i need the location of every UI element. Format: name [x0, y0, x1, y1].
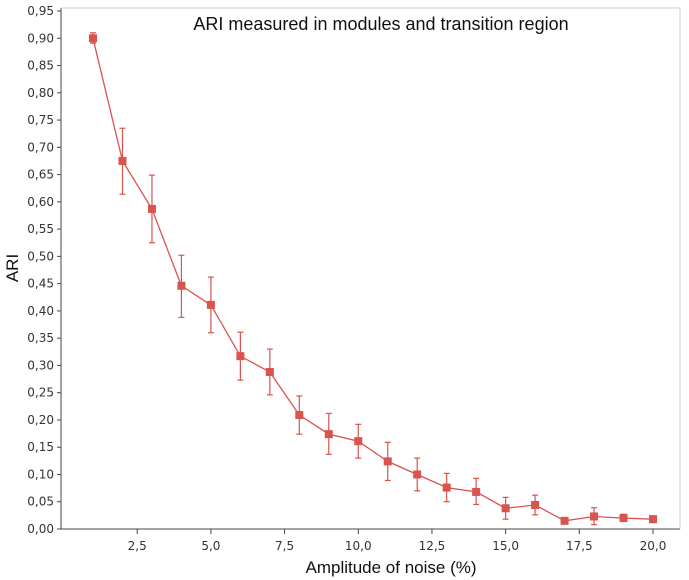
y-tick-label: 0,00 — [27, 522, 54, 536]
x-axis-title: Amplitude of noise (%) — [305, 558, 476, 577]
y-tick-label: 0,60 — [27, 195, 54, 209]
chart-title: ARI measured in modules and transition r… — [193, 14, 568, 34]
y-tick-label: 0,20 — [27, 413, 54, 427]
data-point — [590, 512, 599, 521]
x-tick-label: 5,0 — [201, 539, 220, 553]
y-tick-label: 0,05 — [27, 495, 54, 509]
y-tick-label: 0,45 — [27, 277, 54, 291]
x-ticks: 2,5 5,0 7,5 10,0 12,5 15,0 17,5 20,0 — [128, 529, 667, 553]
data-point — [442, 483, 451, 492]
data-point — [383, 457, 392, 466]
data-point — [236, 352, 245, 361]
data-point — [265, 367, 274, 376]
y-tick-label: 0,75 — [27, 113, 54, 127]
series-ari — [89, 32, 657, 526]
x-tick-label: 20,0 — [640, 539, 667, 553]
y-tick-label: 0,35 — [27, 331, 54, 345]
x-tick-label: 17,5 — [566, 539, 593, 553]
data-point — [89, 34, 97, 43]
y-axis-title: ARI — [3, 254, 22, 282]
y-tick-label: 0,55 — [27, 222, 54, 236]
axes — [60, 7, 681, 530]
x-tick-label: 2,5 — [128, 539, 147, 553]
data-point — [147, 204, 156, 213]
data-point — [206, 300, 215, 309]
series-line — [92, 38, 654, 522]
y-tick-label: 0,70 — [27, 140, 54, 154]
y-tick-label: 0,10 — [27, 467, 54, 481]
data-point — [560, 516, 569, 525]
y-tick-label: 0,25 — [27, 386, 54, 400]
y-ticks: 0,00 0,05 0,10 0,15 0,20 0,25 0,30 0,35 0,40 0,45… — [27, 4, 61, 536]
y-tick-label: 0,65 — [27, 168, 54, 182]
data-point — [354, 437, 363, 446]
data-point — [472, 487, 481, 496]
data-point — [619, 514, 628, 523]
y-tick-label: 0,80 — [27, 86, 54, 100]
y-tick-label: 0,90 — [27, 31, 54, 45]
data-point — [295, 411, 304, 420]
data-point — [413, 470, 422, 479]
data-point — [531, 501, 540, 510]
data-point — [649, 515, 657, 524]
data-point — [118, 156, 127, 165]
y-tick-label: 0,15 — [27, 440, 54, 454]
y-tick-label: 0,85 — [27, 59, 54, 73]
x-tick-label: 12,5 — [419, 539, 446, 553]
x-tick-label: 15,0 — [492, 539, 519, 553]
data-point — [324, 430, 333, 439]
y-tick-label: 0,30 — [27, 358, 54, 372]
y-tick-label: 0,95 — [27, 4, 54, 18]
data-point — [177, 281, 186, 290]
x-tick-label: 10,0 — [345, 539, 372, 553]
x-tick-label: 7,5 — [275, 539, 294, 553]
data-point — [501, 504, 510, 513]
y-tick-label: 0,50 — [27, 249, 54, 263]
y-tick-label: 0,40 — [27, 304, 54, 318]
